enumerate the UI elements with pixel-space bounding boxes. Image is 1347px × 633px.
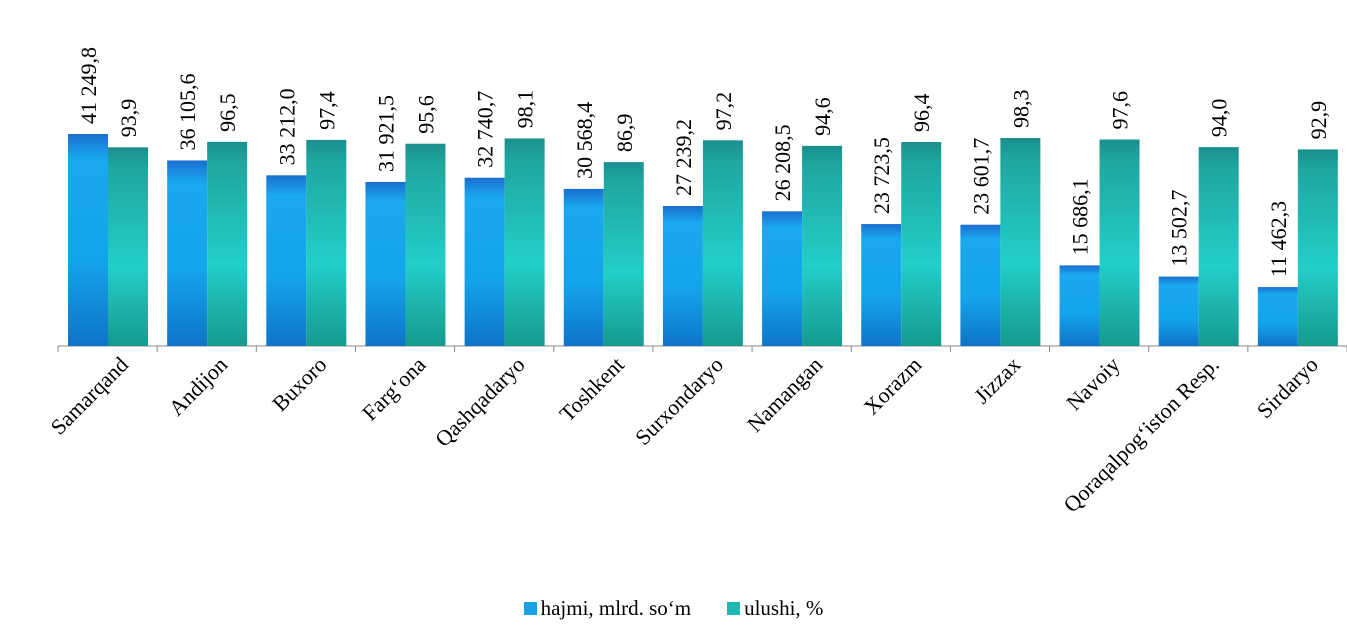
legend-swatch-ulushi [727,602,741,615]
legend-label-ulushi: ulushi, % [744,596,824,620]
x-axis [57,345,1347,352]
legend: hajmi, mlrd. so‘m ulushi, % [0,596,1347,621]
bar-ulushi [306,139,347,346]
bar-hajmi [464,177,505,346]
bar-ulushi [802,145,843,346]
category-label: Buxoro [267,352,331,416]
bar-hajmi [563,188,604,346]
data-labels: 41 249,8 93,9 36 105,6 96,5 33 212,0 97,4 31 9… [76,47,1331,277]
data-label-ulushi: 93,9 [116,99,141,138]
bars [68,134,1338,346]
bar-hajmi [266,175,307,346]
category-label: Xorazm [859,352,927,420]
bar-hajmi [662,206,703,346]
data-label-hajmi: 36 105,6 [175,73,200,150]
bar-ulushi [702,140,743,346]
bar-hajmi [1257,287,1298,346]
category-label: Sirdaryo [1252,352,1323,423]
category-label: Namangan [742,352,827,437]
category-label: Andijon [164,352,233,421]
legend-item-hajmi: hajmi, mlrd. so‘m [523,596,692,621]
bar-ulushi [901,142,942,346]
category-label: Navoiy [1061,352,1124,415]
data-label-ulushi: 92,9 [1306,101,1331,140]
data-label-ulushi: 96,5 [215,93,240,132]
category-labels: Samarqand Andijon Buxoro Farg‘ona Qashqadary… [45,352,1323,518]
category-label: Toshkent [554,352,628,426]
data-label-hajmi: 30 568,4 [572,102,597,179]
bar-ulushi [405,143,446,346]
bar-hajmi [960,224,1001,346]
bar-hajmi [167,160,208,346]
data-label-ulushi: 98,3 [1008,90,1033,129]
data-label-hajmi: 32 740,7 [473,91,498,168]
data-label-hajmi: 33 212,0 [274,88,299,165]
data-label-hajmi: 31 921,5 [373,95,398,172]
legend-label-hajmi: hajmi, mlrd. so‘m [540,596,692,620]
data-label-ulushi: 97,2 [711,92,736,131]
category-label: Surxondaryo [630,352,728,450]
data-label-hajmi: 26 208,5 [770,124,795,201]
category-label: Qashqadaryo [430,352,530,452]
data-label-ulushi: 97,4 [314,91,339,130]
data-label-ulushi: 96,4 [909,94,934,133]
data-label-hajmi: 23 601,7 [968,138,993,215]
data-label-hajmi: 15 686,1 [1068,178,1093,255]
category-label: Jizzax [969,352,1026,409]
bar-ulushi [1000,138,1041,346]
category-label: Samarqand [45,352,133,440]
bar-ulushi [207,141,248,346]
legend-item-ulushi: ulushi, % [727,596,823,621]
data-label-hajmi: 11 462,3 [1266,201,1291,277]
bar-ulushi [1099,139,1140,346]
bar-hajmi [1158,276,1199,346]
data-label-hajmi: 13 502,7 [1167,190,1192,267]
bar-ulushi [1297,149,1338,346]
data-label-ulushi: 97,6 [1108,91,1133,130]
category-label: Farg‘ona [357,352,431,426]
bar-hajmi [1059,265,1100,346]
data-label-ulushi: 94,0 [1207,99,1232,138]
bar-ulushi [1198,147,1239,346]
data-label-ulushi: 98,1 [513,90,538,129]
bar-hajmi [68,134,108,346]
data-label-hajmi: 27 239,2 [671,119,696,196]
bar-hajmi [365,181,406,346]
data-label-ulushi: 95,6 [413,95,438,134]
bar-ulushi [603,162,644,346]
bar-hajmi [762,211,803,346]
bar-ulushi [504,138,545,346]
bar-hajmi [861,224,902,346]
data-label-ulushi: 86,9 [612,114,637,153]
bar-ulushi [108,147,148,346]
data-label-hajmi: 41 249,8 [76,47,101,124]
legend-swatch-hajmi [523,602,537,615]
data-label-hajmi: 23 723,5 [869,137,894,214]
data-label-ulushi: 94,6 [810,97,835,136]
